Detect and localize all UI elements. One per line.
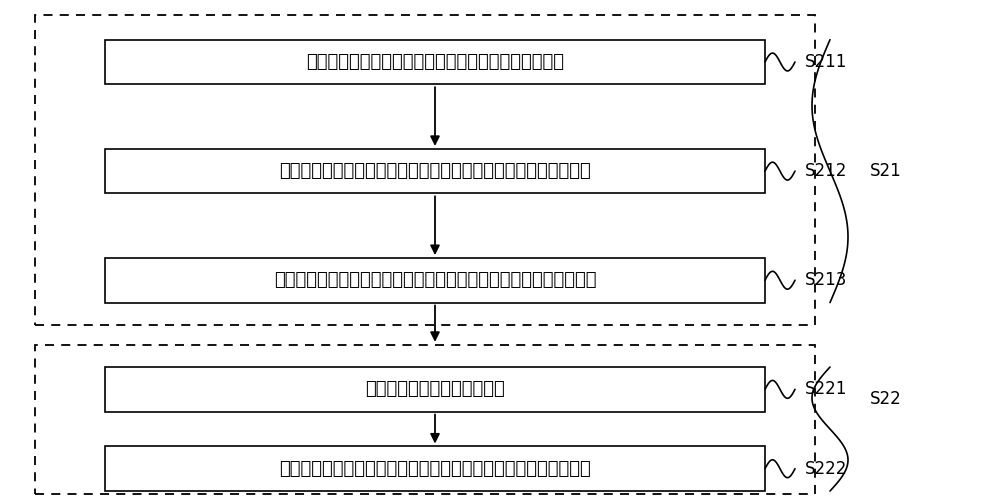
Bar — [105, 149, 765, 193]
Text: S221: S221 — [805, 380, 847, 398]
Text: 将自重变形量以及荷载变形量的预设倍数值相加，得到门架变形量: 将自重变形量以及荷载变形量的预设倍数值相加，得到门架变形量 — [279, 460, 591, 478]
Bar — [105, 367, 765, 412]
Text: S212: S212 — [805, 162, 847, 180]
Text: S222: S222 — [805, 460, 847, 478]
Text: S22: S22 — [870, 390, 902, 408]
Bar — [105, 258, 765, 303]
Bar — [35, 15, 815, 325]
Text: 基于门架重量、门架跨度以及截面惯性矩，计算门架的自重变形量: 基于门架重量、门架跨度以及截面惯性矩，计算门架的自重变形量 — [279, 162, 591, 180]
Text: 基于刮板机重量、门架跨度以及截面惯性矩，计算门架的荷载变形量: 基于刮板机重量、门架跨度以及截面惯性矩，计算门架的荷载变形量 — [274, 271, 596, 289]
Text: 计算荷载变形量的预设倍数值: 计算荷载变形量的预设倍数值 — [365, 380, 505, 398]
Bar — [35, 345, 815, 494]
Bar — [105, 40, 765, 84]
Text: S21: S21 — [870, 162, 902, 180]
Text: S211: S211 — [805, 53, 847, 71]
Bar — [105, 446, 765, 491]
Text: 获取门架重量、门架跨度、截面惯性矩以及刮板机重量: 获取门架重量、门架跨度、截面惯性矩以及刮板机重量 — [306, 53, 564, 71]
Text: S213: S213 — [805, 271, 847, 289]
